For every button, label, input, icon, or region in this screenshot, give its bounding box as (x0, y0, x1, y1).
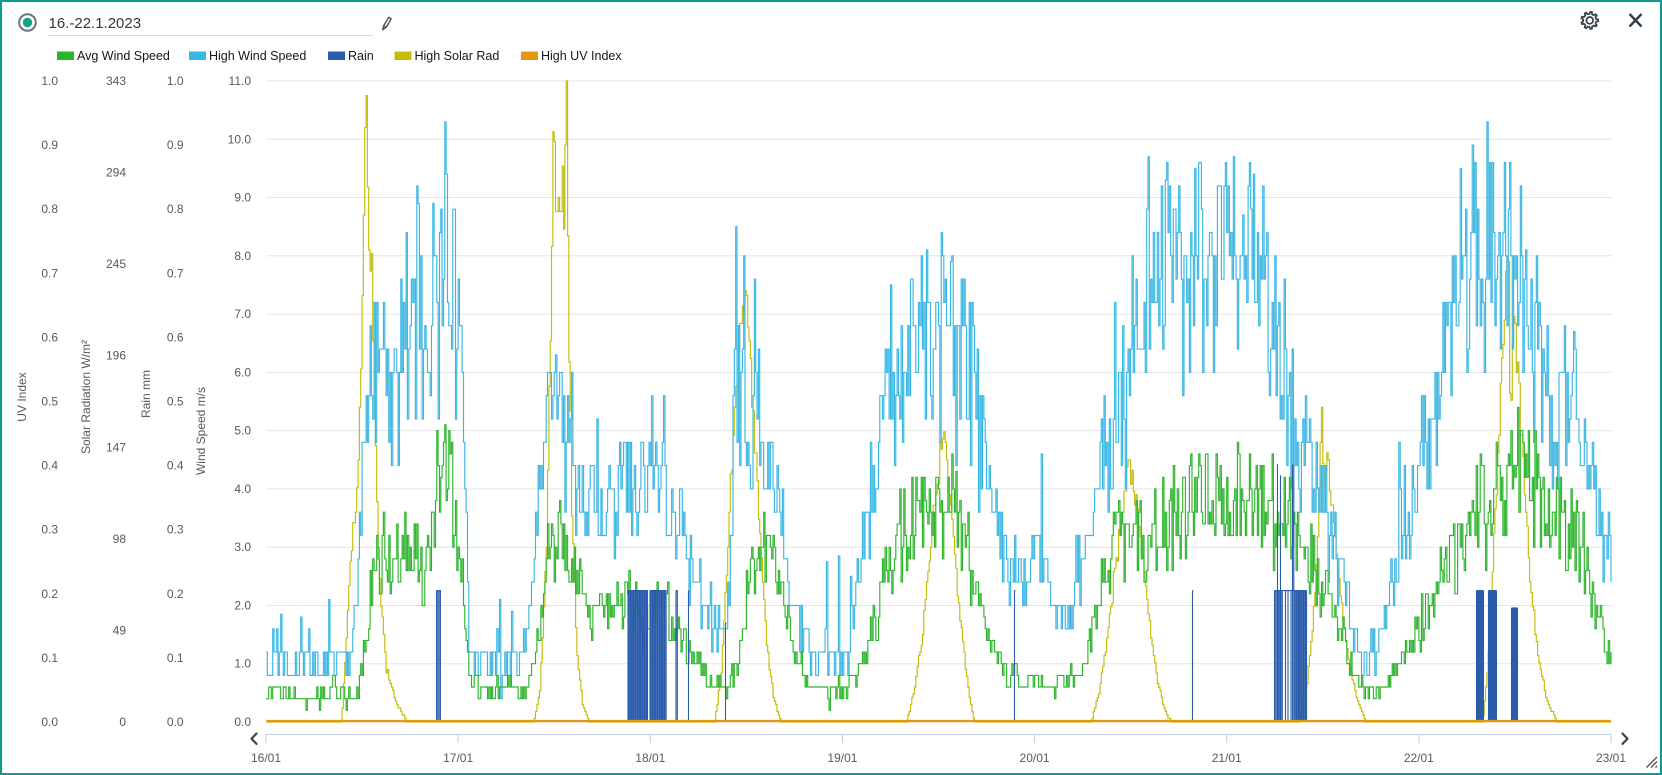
svg-text:20/01: 20/01 (1020, 751, 1050, 765)
svg-text:Avg Wind Speed: Avg Wind Speed (77, 49, 170, 63)
svg-text:1.0: 1.0 (41, 74, 58, 88)
svg-text:0.5: 0.5 (41, 395, 58, 409)
svg-text:196: 196 (106, 349, 126, 363)
svg-text:11.0: 11.0 (229, 74, 252, 88)
svg-text:7.0: 7.0 (234, 307, 251, 321)
svg-text:High UV Index: High UV Index (541, 49, 622, 63)
svg-text:3.0: 3.0 (234, 540, 251, 554)
svg-text:Rain: Rain (348, 49, 374, 63)
svg-text:294: 294 (106, 166, 126, 180)
svg-text:9.0: 9.0 (234, 191, 251, 205)
svg-text:0.7: 0.7 (167, 266, 184, 280)
svg-text:343: 343 (106, 74, 126, 88)
svg-text:1.0: 1.0 (234, 657, 251, 671)
svg-text:Solar Radiation W/m²: Solar Radiation W/m² (79, 340, 93, 454)
svg-text:0.5: 0.5 (167, 395, 184, 409)
svg-text:0.6: 0.6 (167, 330, 184, 344)
svg-text:0.2: 0.2 (41, 587, 58, 601)
svg-text:17/01: 17/01 (443, 751, 473, 765)
svg-text:0.8: 0.8 (167, 202, 184, 216)
svg-text:0.1: 0.1 (41, 651, 58, 665)
svg-text:0.6: 0.6 (41, 330, 58, 344)
svg-text:0.3: 0.3 (41, 523, 58, 537)
svg-text:0.0: 0.0 (234, 715, 251, 729)
svg-text:245: 245 (106, 257, 126, 271)
svg-text:0.3: 0.3 (167, 523, 184, 537)
svg-text:16.-22.1.2023: 16.-22.1.2023 (49, 15, 142, 32)
svg-text:22/01: 22/01 (1404, 751, 1434, 765)
svg-text:2.0: 2.0 (234, 598, 251, 612)
svg-text:0.4: 0.4 (41, 459, 58, 473)
svg-text:5.0: 5.0 (234, 424, 251, 438)
svg-text:0.0: 0.0 (41, 715, 58, 729)
svg-text:0.0: 0.0 (167, 715, 184, 729)
svg-text:21/01: 21/01 (1212, 751, 1242, 765)
svg-text:0.2: 0.2 (167, 587, 184, 601)
svg-text:0.7: 0.7 (41, 266, 58, 280)
svg-text:0.9: 0.9 (41, 138, 58, 152)
svg-text:98: 98 (113, 532, 127, 546)
svg-text:High Solar Rad: High Solar Rad (415, 49, 500, 63)
svg-text:4.0: 4.0 (234, 482, 251, 496)
svg-text:19/01: 19/01 (827, 751, 857, 765)
svg-text:0: 0 (119, 715, 126, 729)
svg-text:0.8: 0.8 (41, 202, 58, 216)
svg-text:23/01: 23/01 (1596, 751, 1626, 765)
svg-text:18/01: 18/01 (635, 751, 665, 765)
svg-text:6.0: 6.0 (234, 365, 251, 379)
svg-text:UV Index: UV Index (15, 372, 29, 421)
svg-text:High Wind Speed: High Wind Speed (209, 49, 306, 63)
svg-text:1.0: 1.0 (167, 74, 184, 88)
svg-text:10.0: 10.0 (228, 132, 252, 146)
svg-text:0.4: 0.4 (167, 459, 184, 473)
svg-text:8.0: 8.0 (234, 249, 251, 263)
svg-text:0.9: 0.9 (167, 138, 184, 152)
svg-text:Rain mm: Rain mm (139, 370, 153, 418)
svg-text:Wind Speed m/s: Wind Speed m/s (194, 387, 208, 475)
svg-text:49: 49 (113, 623, 127, 637)
svg-text:16/01: 16/01 (251, 751, 281, 765)
svg-text:147: 147 (106, 440, 126, 454)
svg-text:0.1: 0.1 (167, 651, 184, 665)
